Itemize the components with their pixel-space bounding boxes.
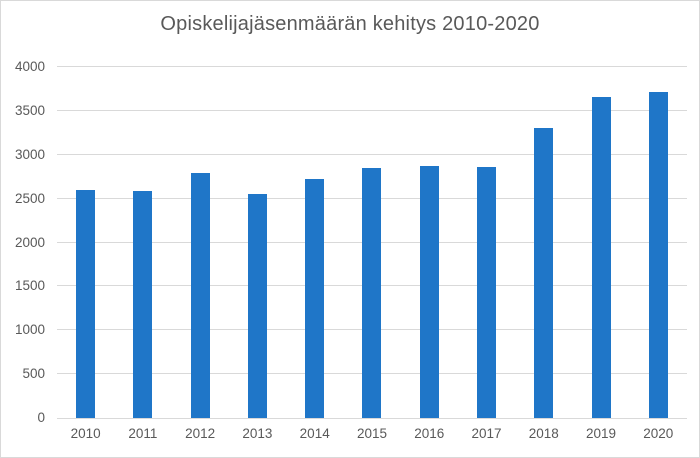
bar-2011	[133, 190, 153, 418]
y-axis-tick-label: 500	[22, 366, 45, 382]
x-axis-tick-label: 2012	[185, 426, 216, 441]
bar-2012	[190, 173, 210, 418]
y-axis-tick-label: 2000	[14, 234, 45, 250]
x-axis-tick-label: 2013	[242, 426, 273, 441]
bar-2016	[419, 166, 439, 418]
x-axis-tick-label: 2017	[471, 426, 502, 441]
x-axis-tick-label: 2014	[299, 426, 330, 441]
plot-area	[57, 66, 687, 419]
chart-title: Opiskelijajäsenmäärän kehitys 2010-2020	[160, 13, 540, 35]
y-axis-tick-label: 3000	[14, 146, 45, 162]
x-axis-tick-label: 2019	[586, 426, 617, 441]
bar-2013	[247, 194, 267, 418]
bar-slot	[458, 67, 515, 418]
bar-slot	[114, 67, 171, 418]
bar-slot	[401, 67, 458, 418]
x-axis-tick-label: 2016	[414, 426, 445, 441]
bar-slot	[515, 67, 572, 418]
bar-2010	[76, 189, 96, 418]
bar-2018	[534, 127, 554, 418]
bar-2015	[362, 167, 382, 418]
bar-2014	[305, 179, 325, 418]
bar-2020	[648, 92, 668, 418]
bar-slot	[630, 67, 687, 418]
bar-2019	[591, 96, 611, 418]
bar-slot	[572, 67, 629, 418]
y-axis-tick-label: 0	[37, 410, 45, 425]
bar-slot	[286, 67, 343, 418]
bar-slot	[57, 67, 114, 418]
y-axis-labels: 0 500 1000 1500 2000 2500 3000 3500 4000	[1, 60, 45, 425]
bar-slot	[172, 67, 229, 418]
y-axis-tick-label: 4000	[14, 59, 45, 74]
bar-slot	[229, 67, 286, 418]
x-axis-tick-label: 2011	[128, 426, 158, 441]
x-axis-tick-label: 2010	[70, 426, 101, 441]
y-axis-tick-label: 2500	[14, 190, 45, 206]
bar-2017	[476, 167, 496, 418]
bar-slot	[343, 67, 400, 418]
y-axis-tick-label: 3500	[14, 102, 45, 118]
x-axis-tick-label: 2020	[643, 426, 674, 441]
x-axis-tick-label: 2018	[528, 426, 559, 441]
x-axis-labels: 2010 2011 2012 2013 2014 2015 2016 2017 2018 2019…	[57, 426, 687, 441]
x-axis-tick-label: 2015	[356, 426, 387, 441]
y-axis-tick-label: 1000	[14, 322, 45, 338]
y-axis-tick-label: 1500	[14, 278, 45, 294]
